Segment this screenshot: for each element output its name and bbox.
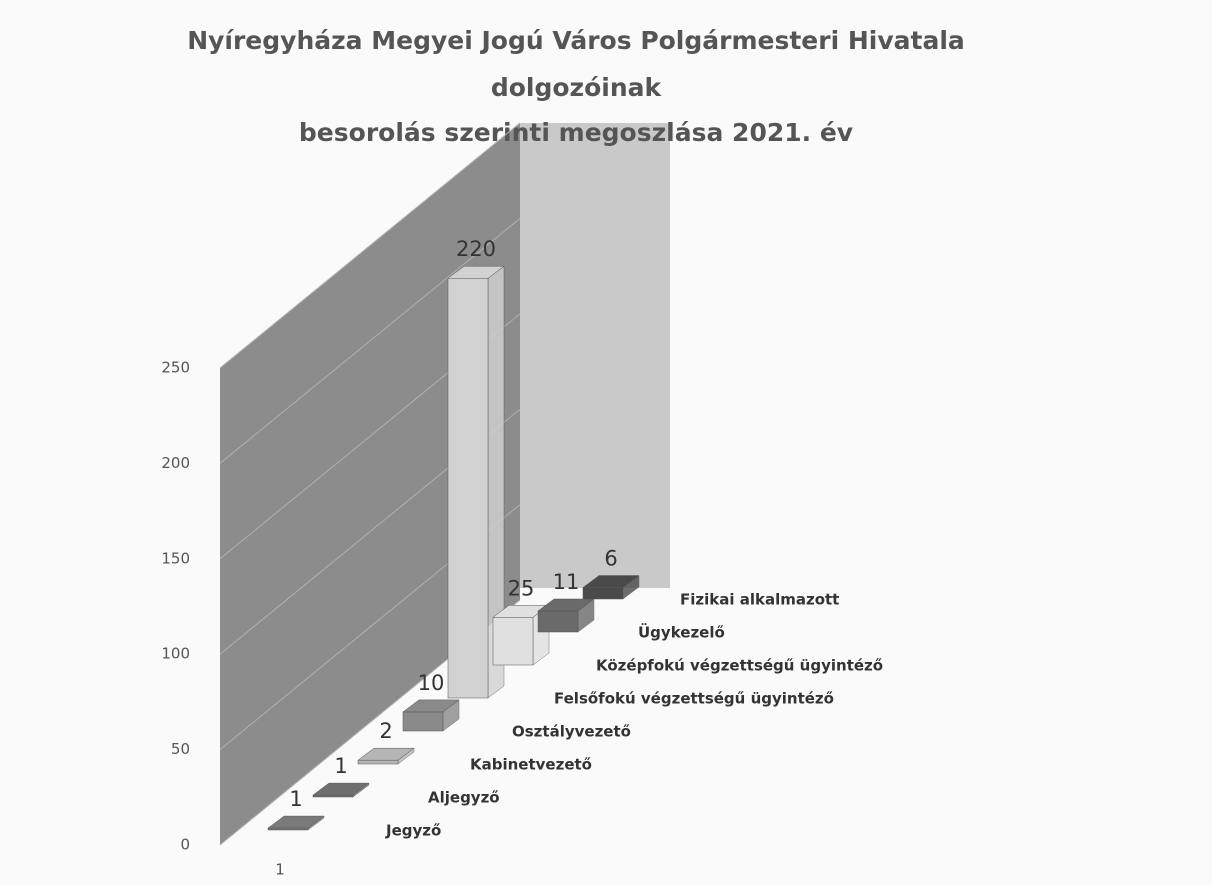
- data-label: 10: [418, 671, 445, 695]
- data-label: 2: [379, 719, 392, 743]
- bar-top: [267, 815, 325, 829]
- x-tick-label: Aljegyző: [428, 789, 500, 807]
- grid-line: [219, 122, 521, 369]
- grid-line: [219, 218, 521, 464]
- y-tick-label: 150: [161, 549, 190, 567]
- y-tick-label: 100: [161, 645, 190, 663]
- y-tick-label: 200: [161, 454, 190, 472]
- data-label: 1: [334, 754, 347, 778]
- bar-front: [447, 277, 489, 699]
- x-tick-label: Jegyző: [385, 822, 441, 840]
- bar-top: [312, 782, 370, 796]
- bar-top: [582, 575, 640, 588]
- chart-title: besorolás szerinti megoszlása 2021. év: [299, 118, 853, 147]
- bar-front: [537, 610, 579, 633]
- bar-top: [357, 747, 415, 761]
- series-label: 1: [275, 861, 285, 879]
- data-label: 25: [508, 576, 535, 600]
- bar-front: [402, 711, 444, 732]
- bar: [582, 575, 640, 600]
- bar: [537, 598, 595, 633]
- bar-front: [492, 617, 534, 666]
- bar-front: [267, 827, 309, 831]
- back-wall: [520, 123, 670, 588]
- data-label: 220: [456, 237, 496, 261]
- bar: [447, 265, 505, 699]
- data-label: 1: [289, 787, 302, 811]
- y-tick-label: 0: [180, 836, 190, 854]
- bar-front: [312, 794, 354, 798]
- bar-top: [447, 265, 505, 279]
- x-tick-label: Fizikai alkalmazott: [680, 591, 839, 609]
- bar-top: [402, 699, 460, 713]
- x-tick-label: Felsőfokú végzettségű ügyintéző: [554, 690, 834, 708]
- x-tick-label: Kabinetvezető: [470, 756, 592, 774]
- bar: [492, 604, 550, 666]
- data-label: 6: [604, 547, 617, 571]
- bar: [357, 747, 415, 765]
- y-tick-label: 250: [161, 359, 190, 377]
- y-tick-label: 50: [171, 740, 190, 758]
- bar: [267, 815, 325, 831]
- chart-title: Nyíregyháza Megyei Jogú Város Polgármest…: [187, 26, 965, 55]
- data-label: 11: [553, 570, 580, 594]
- side-wall: [220, 123, 520, 845]
- chart-title: dolgozóinak: [491, 73, 663, 102]
- x-tick-label: Ügykezelő: [638, 623, 725, 642]
- bar-front: [357, 759, 399, 765]
- bar: [312, 782, 370, 798]
- bar: [402, 699, 460, 732]
- x-tick-label: Középfokú végzettségű ügyintéző: [596, 657, 883, 675]
- x-tick-label: Osztályvezető: [512, 723, 631, 741]
- bar-front: [582, 587, 624, 600]
